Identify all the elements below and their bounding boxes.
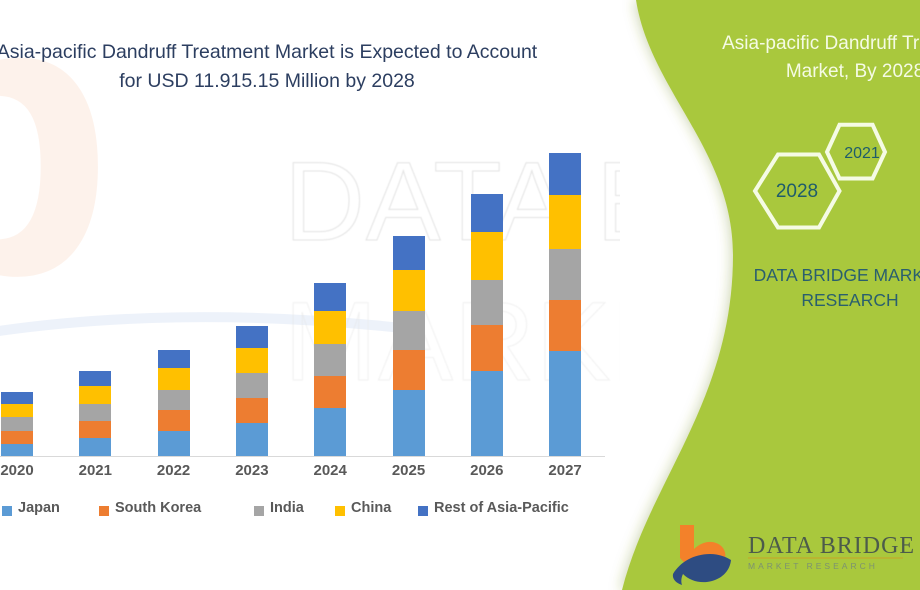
svg-text:2021: 2021: [844, 145, 880, 162]
svg-text:MARKET RESEARCH: MARKET RESEARCH: [748, 561, 878, 571]
svg-text:2028: 2028: [776, 181, 818, 202]
svg-text:DATA BRIDGE: DATA BRIDGE: [748, 533, 915, 559]
